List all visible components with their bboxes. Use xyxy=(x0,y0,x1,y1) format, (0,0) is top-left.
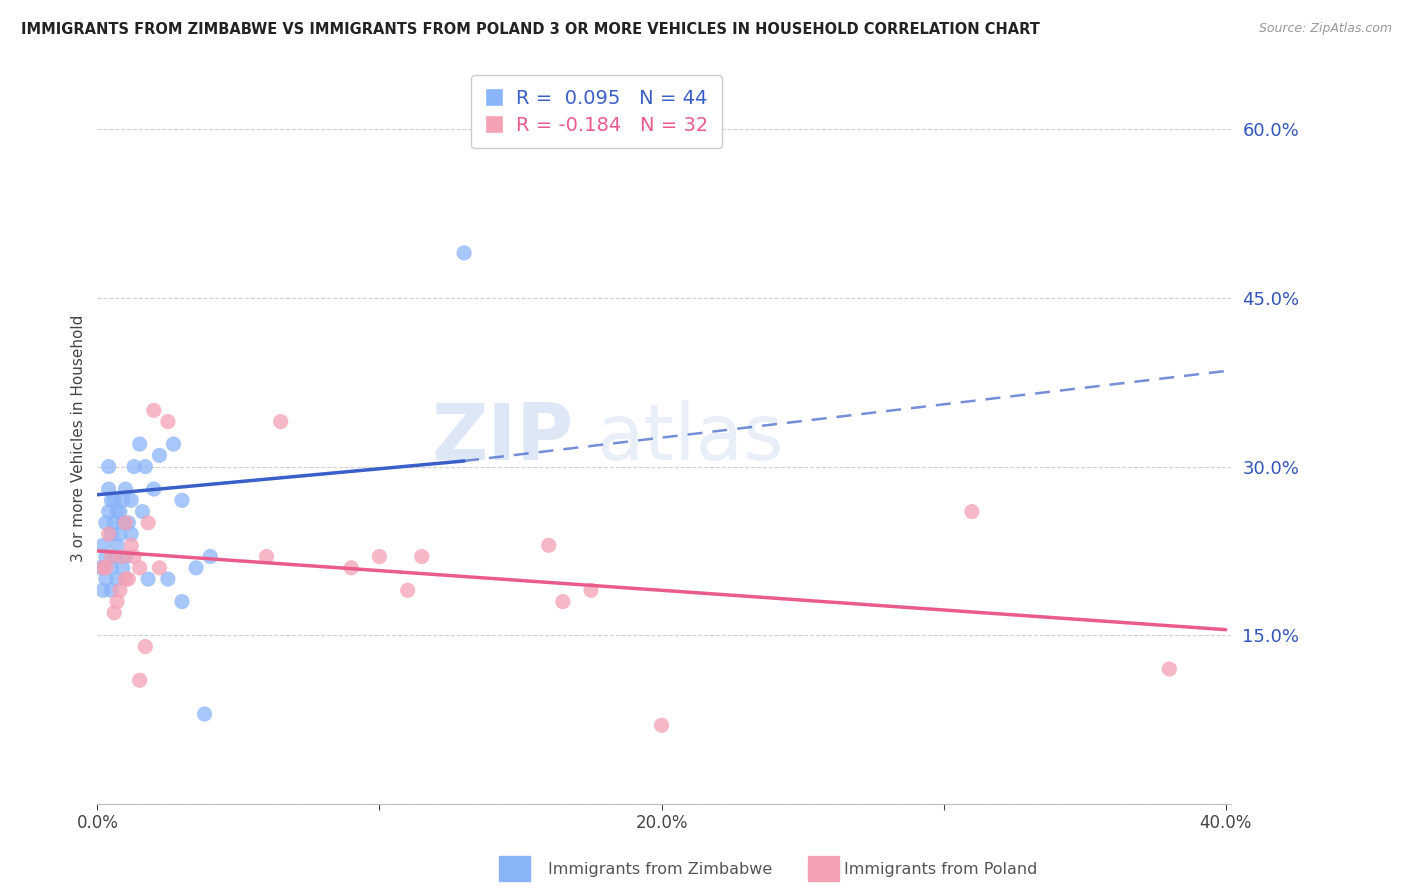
Point xyxy=(117,516,139,530)
Text: atlas: atlas xyxy=(596,401,783,476)
Y-axis label: 3 or more Vehicles in Household: 3 or more Vehicles in Household xyxy=(72,315,86,562)
Point xyxy=(396,583,419,598)
Point xyxy=(111,561,134,575)
Point xyxy=(114,549,136,564)
Point xyxy=(537,538,560,552)
Point xyxy=(156,415,179,429)
Point xyxy=(193,706,215,721)
Text: Immigrants from Zimbabwe: Immigrants from Zimbabwe xyxy=(548,863,772,877)
Point xyxy=(368,549,391,564)
Point xyxy=(94,516,117,530)
Point xyxy=(111,493,134,508)
Point xyxy=(103,549,125,564)
Point xyxy=(97,505,120,519)
Point xyxy=(91,583,114,598)
Point xyxy=(97,527,120,541)
Point xyxy=(100,527,122,541)
Point xyxy=(960,505,983,519)
Point xyxy=(120,538,142,552)
Point xyxy=(411,549,433,564)
Point xyxy=(97,459,120,474)
Point xyxy=(579,583,602,598)
Point xyxy=(105,505,128,519)
Point xyxy=(114,482,136,496)
Point xyxy=(111,549,134,564)
Point xyxy=(134,640,156,654)
Point xyxy=(108,527,131,541)
Text: IMMIGRANTS FROM ZIMBABWE VS IMMIGRANTS FROM POLAND 3 OR MORE VEHICLES IN HOUSEHO: IMMIGRANTS FROM ZIMBABWE VS IMMIGRANTS F… xyxy=(21,22,1040,37)
Point xyxy=(94,549,117,564)
Text: Source: ZipAtlas.com: Source: ZipAtlas.com xyxy=(1258,22,1392,36)
Point xyxy=(108,505,131,519)
Text: Immigrants from Poland: Immigrants from Poland xyxy=(844,863,1038,877)
Point xyxy=(128,437,150,451)
Point xyxy=(100,493,122,508)
Point xyxy=(120,493,142,508)
Point xyxy=(128,561,150,575)
Point xyxy=(94,572,117,586)
Legend: R =  0.095   N = 44, R = -0.184   N = 32: R = 0.095 N = 44, R = -0.184 N = 32 xyxy=(471,76,721,148)
Point xyxy=(97,482,120,496)
Point xyxy=(114,516,136,530)
Point xyxy=(105,594,128,608)
Point xyxy=(148,561,170,575)
Point xyxy=(551,594,574,608)
Point xyxy=(103,493,125,508)
Point xyxy=(100,561,122,575)
Point xyxy=(170,594,193,608)
Point xyxy=(256,549,278,564)
Point xyxy=(134,459,156,474)
Point xyxy=(142,482,165,496)
Point xyxy=(122,459,145,474)
Point xyxy=(103,516,125,530)
Point xyxy=(651,718,673,732)
Point xyxy=(142,403,165,417)
Point xyxy=(114,572,136,586)
Point xyxy=(111,516,134,530)
Point xyxy=(156,572,179,586)
Point xyxy=(136,572,159,586)
Point xyxy=(340,561,363,575)
Point xyxy=(136,516,159,530)
Point xyxy=(270,415,292,429)
Point xyxy=(100,583,122,598)
Point xyxy=(89,561,111,575)
Point xyxy=(162,437,184,451)
Point xyxy=(170,493,193,508)
Point xyxy=(131,505,153,519)
Point xyxy=(105,572,128,586)
Point xyxy=(108,583,131,598)
Point xyxy=(94,561,117,575)
Point xyxy=(117,572,139,586)
Text: ZIP: ZIP xyxy=(432,401,574,476)
Point xyxy=(91,538,114,552)
Point xyxy=(453,246,475,260)
Point xyxy=(184,561,207,575)
Point xyxy=(148,448,170,462)
Point xyxy=(91,561,114,575)
Point xyxy=(198,549,221,564)
Point xyxy=(100,549,122,564)
Point xyxy=(120,527,142,541)
Point xyxy=(105,538,128,552)
Point xyxy=(103,606,125,620)
Point xyxy=(122,549,145,564)
Point xyxy=(1159,662,1181,676)
Point xyxy=(128,673,150,688)
